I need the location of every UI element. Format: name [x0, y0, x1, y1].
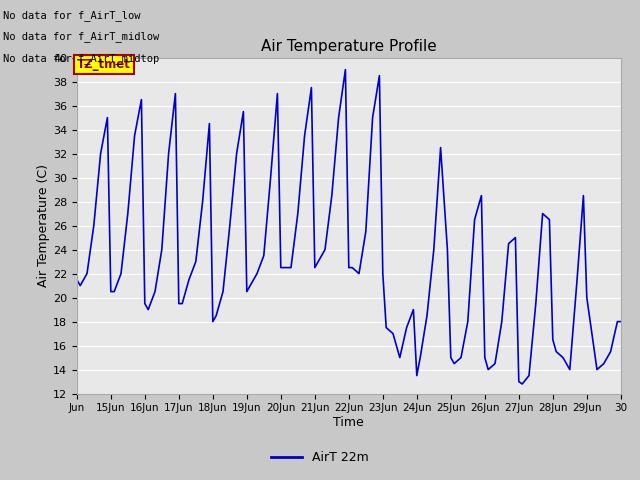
Y-axis label: Air Temperature (C): Air Temperature (C) [37, 164, 50, 287]
Text: No data for f_AirT_midtop: No data for f_AirT_midtop [3, 53, 159, 64]
Title: Air Temperature Profile: Air Temperature Profile [261, 39, 436, 54]
Text: No data for f_AirT_low: No data for f_AirT_low [3, 10, 141, 21]
X-axis label: Time: Time [333, 416, 364, 429]
Text: TZ_tmet: TZ_tmet [77, 58, 131, 71]
Text: No data for f_AirT_midlow: No data for f_AirT_midlow [3, 31, 159, 42]
Legend: AirT 22m: AirT 22m [266, 446, 374, 469]
